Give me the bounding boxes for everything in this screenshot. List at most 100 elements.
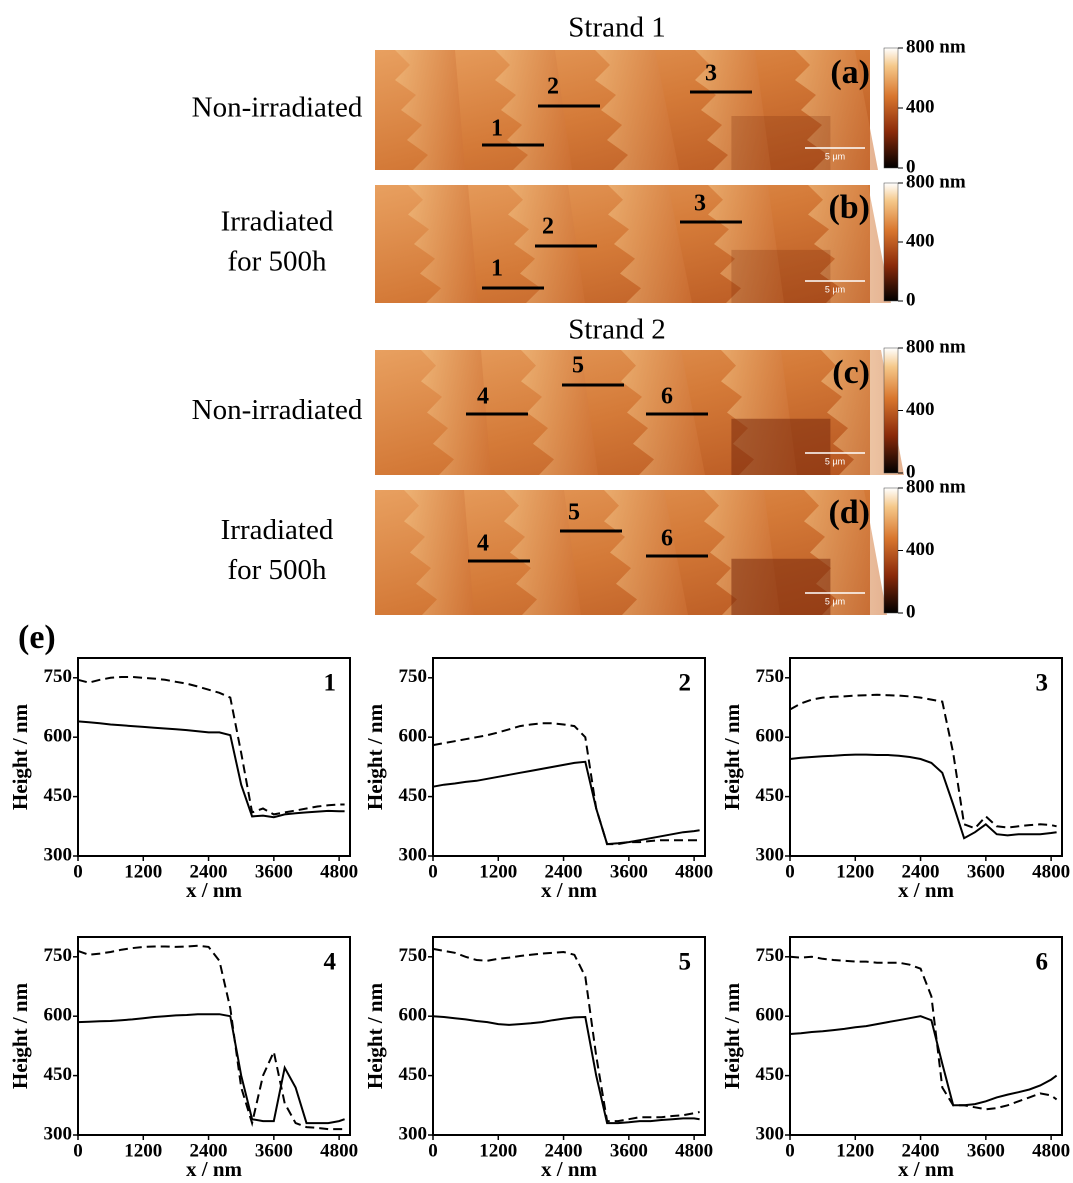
x-tick-label: 3600 — [610, 1140, 648, 1161]
y-tick-label: 600 — [756, 1005, 785, 1026]
afm-terrace — [504, 490, 581, 615]
y-tick-label: 300 — [44, 1123, 73, 1144]
y-tick-label: 450 — [44, 1064, 73, 1085]
y-axis-label: Height / nm — [720, 703, 744, 810]
x-axis-label: x / nm — [898, 1157, 955, 1181]
data-line — [432, 722, 700, 846]
plot-frame — [77, 936, 351, 1136]
plot-frame — [789, 657, 1063, 857]
x-axis-label: x / nm — [541, 1157, 598, 1181]
scale-bar-label: 5 µm — [825, 151, 845, 161]
profile-label: 2 — [547, 74, 559, 100]
x-axis-label: x / nm — [186, 878, 243, 902]
data-line — [77, 720, 345, 819]
colorbar-label: 800 nm — [906, 476, 966, 497]
strand-title: Strand 2 — [568, 314, 665, 346]
data-line — [77, 1013, 345, 1125]
profile-label: 1 — [491, 256, 503, 282]
afm-terrace — [821, 350, 904, 475]
afm-terrace — [508, 185, 585, 303]
x-tick-label: 4800 — [320, 861, 358, 882]
x-tick-label: 3600 — [967, 861, 1005, 882]
x-tick-label: 4800 — [1032, 1140, 1070, 1161]
colorbar-label: 800 nm — [906, 171, 966, 192]
panel-label: (e) — [18, 619, 56, 656]
x-tick-label: 1200 — [124, 861, 162, 882]
condition-label: Non-irradiated — [192, 92, 363, 124]
x-tick-label: 2400 — [190, 861, 228, 882]
colorbar — [883, 182, 899, 302]
plot-frame — [432, 936, 706, 1136]
chart-title: 3 — [1036, 670, 1049, 697]
y-tick-label: 600 — [44, 726, 73, 747]
y-axis-label: Height / nm — [363, 982, 387, 1089]
x-tick-label: 4800 — [320, 1140, 358, 1161]
x-tick-label: 2400 — [190, 1140, 228, 1161]
y-tick-label: 600 — [44, 1005, 73, 1026]
x-tick-label: 0 — [73, 861, 83, 882]
x-tick-label: 0 — [428, 861, 438, 882]
y-tick-label: 450 — [44, 785, 73, 806]
data-line — [789, 1015, 1058, 1107]
data-line — [789, 955, 1058, 1111]
y-tick-label: 300 — [44, 844, 73, 865]
afm-shadow — [731, 249, 831, 303]
condition-label: for 500h — [227, 554, 327, 586]
condition-label: Irradiated — [221, 206, 334, 238]
condition-label: for 500h — [227, 246, 327, 278]
panel-label: (c) — [832, 354, 870, 391]
afm-terrace — [595, 50, 679, 170]
x-tick-label: 3600 — [255, 861, 293, 882]
afm-shadow — [731, 558, 831, 615]
colorbar-label: 400 — [906, 230, 935, 251]
y-tick-label: 600 — [399, 726, 428, 747]
colorbar-label: 400 — [906, 539, 935, 560]
x-tick-label: 4800 — [1032, 861, 1070, 882]
panel-label: (d) — [828, 494, 870, 531]
profile-label: 5 — [568, 500, 580, 526]
afm-terrace — [395, 50, 465, 170]
afm-terrace — [404, 490, 474, 615]
y-tick-label: 750 — [756, 945, 785, 966]
x-tick-label: 2400 — [902, 1140, 940, 1161]
afm-terrace — [795, 50, 878, 170]
colorbar-label: 800 nm — [906, 336, 966, 357]
x-tick-label: 1200 — [836, 861, 874, 882]
y-axis-label: Height / nm — [8, 703, 32, 810]
afm-terrace — [808, 185, 891, 303]
x-axis-label: x / nm — [541, 878, 598, 902]
data-line — [789, 753, 1057, 840]
colorbar-label: 400 — [906, 96, 935, 117]
x-axis-label: x / nm — [186, 1157, 243, 1181]
y-axis-label: Height / nm — [363, 703, 387, 810]
panel-label: (b) — [828, 189, 870, 226]
plot-frame — [432, 657, 706, 857]
data-line — [432, 760, 700, 846]
y-tick-label: 600 — [399, 1005, 428, 1026]
x-tick-label: 3600 — [967, 1140, 1005, 1161]
afm-terrace — [408, 185, 478, 303]
x-tick-label: 2400 — [545, 861, 583, 882]
profile-label: 5 — [572, 353, 584, 379]
y-tick-label: 300 — [756, 844, 785, 865]
chart-title: 6 — [1036, 949, 1049, 976]
afm-terrace — [708, 185, 784, 303]
x-tick-label: 2400 — [902, 861, 940, 882]
condition-label: Irradiated — [221, 514, 334, 546]
x-tick-label: 0 — [785, 1140, 795, 1161]
colorbar-label: 0 — [906, 461, 916, 482]
colorbar-label: 400 — [906, 399, 935, 420]
profile-label: 3 — [705, 61, 717, 87]
y-axis-label: Height / nm — [8, 982, 32, 1089]
profile-label: 2 — [542, 214, 554, 240]
strand-title: Strand 1 — [568, 12, 665, 44]
y-tick-label: 450 — [399, 785, 428, 806]
y-axis-label: Height / nm — [720, 982, 744, 1089]
x-axis-label: x / nm — [898, 878, 955, 902]
y-tick-label: 300 — [399, 1123, 428, 1144]
chart-title: 1 — [324, 670, 337, 697]
y-tick-label: 750 — [399, 945, 428, 966]
y-tick-label: 450 — [756, 785, 785, 806]
y-tick-label: 450 — [399, 1064, 428, 1085]
plot-frame — [77, 657, 351, 857]
